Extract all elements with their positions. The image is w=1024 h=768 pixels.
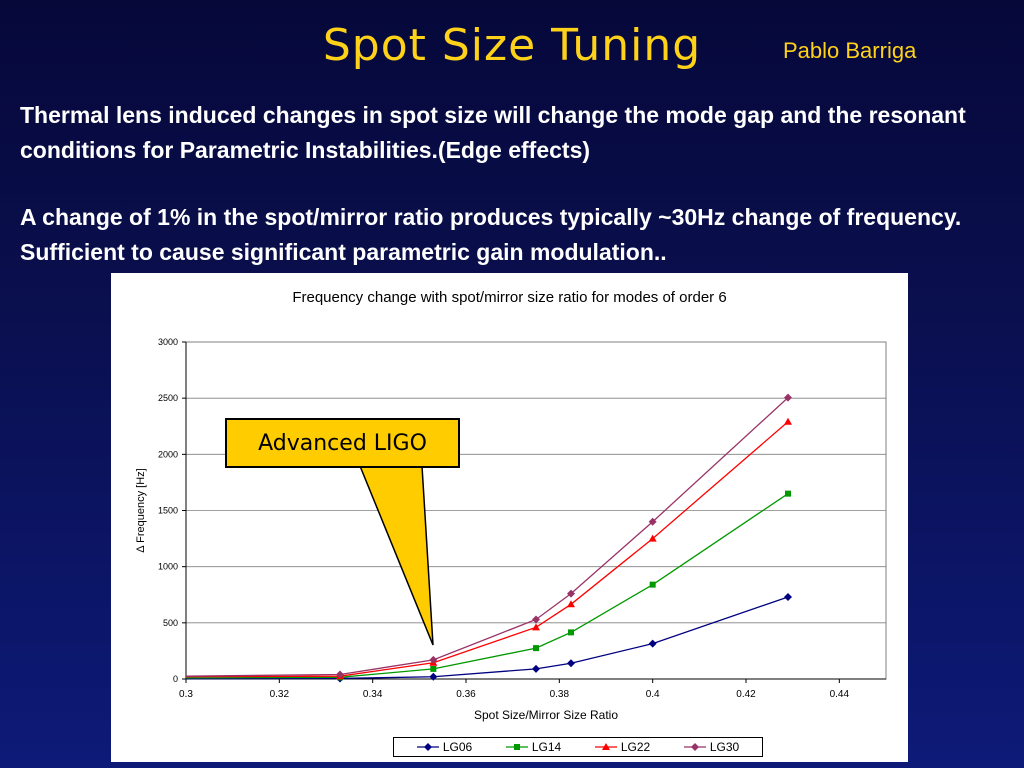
data-point bbox=[648, 534, 657, 542]
legend-swatch bbox=[594, 743, 617, 750]
chart-title: Frequency change with spot/mirror size r… bbox=[292, 289, 727, 306]
y-tick-label: 500 bbox=[163, 618, 178, 628]
legend-label: LG30 bbox=[709, 740, 740, 754]
chart-panel: Frequency change with spot/mirror size r… bbox=[111, 273, 908, 762]
y-tick-label: 0 bbox=[173, 674, 178, 684]
y-tick-label: 1500 bbox=[158, 506, 178, 516]
data-point bbox=[567, 589, 575, 598]
x-tick-label: 0.32 bbox=[270, 689, 290, 700]
x-tick-label: 0.3 bbox=[179, 689, 193, 700]
data-point bbox=[336, 670, 344, 679]
legend-item-lg06: LG06 bbox=[416, 740, 473, 754]
slide-title: Spot Size Tuning bbox=[322, 20, 702, 71]
x-tick-label: 0.38 bbox=[550, 689, 570, 700]
y-tick-label: 3000 bbox=[158, 337, 178, 347]
paragraph-spot-ratio: A change of 1% in the spot/mirror ratio … bbox=[20, 204, 962, 265]
data-point bbox=[429, 655, 438, 664]
legend-label: LG06 bbox=[442, 740, 473, 754]
data-point bbox=[430, 665, 437, 672]
y-tick-label: 1000 bbox=[158, 562, 178, 572]
data-point bbox=[784, 393, 792, 402]
data-point bbox=[532, 615, 540, 624]
x-tick-label: 0.44 bbox=[830, 689, 850, 700]
y-tick-label: 2500 bbox=[158, 393, 178, 403]
x-tick-label: 0.42 bbox=[736, 689, 756, 700]
paragraph-thermal-lens: Thermal lens induced changes in spot siz… bbox=[20, 102, 966, 163]
legend-swatch bbox=[505, 744, 528, 750]
x-tick-label: 0.34 bbox=[363, 689, 383, 700]
data-point bbox=[649, 581, 656, 588]
data-point bbox=[567, 600, 575, 608]
line-chart: 0 500 1000 1500 2000 2500 3000 0.3 0.32 0.34 0.36 0… bbox=[135, 337, 887, 722]
data-point bbox=[567, 659, 575, 668]
data-point bbox=[568, 629, 574, 636]
x-tick-label: 0.4 bbox=[646, 689, 660, 700]
data-point bbox=[532, 664, 540, 673]
data-point bbox=[785, 490, 791, 497]
legend-swatch bbox=[416, 743, 439, 751]
x-tick-label: 0.36 bbox=[456, 689, 476, 700]
chart-legend: LG06 LG14 LG22 LG30 bbox=[393, 737, 763, 757]
legend-item-lg30: LG30 bbox=[683, 740, 740, 754]
y-axis-label: Δ Frequency [Hz] bbox=[135, 468, 147, 552]
y-tick-label: 2000 bbox=[158, 449, 178, 459]
data-point bbox=[532, 623, 540, 631]
legend-label: LG14 bbox=[531, 740, 562, 754]
data-point bbox=[648, 517, 657, 526]
x-axis-label: Spot Size/Mirror Size Ratio bbox=[474, 708, 618, 722]
data-point bbox=[429, 672, 438, 681]
author-name: Pablo Barriga bbox=[783, 38, 917, 63]
data-point bbox=[648, 639, 657, 648]
data-point bbox=[533, 645, 539, 652]
advanced-ligo-callout: Advanced LIGO bbox=[225, 418, 460, 468]
legend-item-lg14: LG14 bbox=[505, 740, 562, 754]
legend-label: LG22 bbox=[620, 740, 651, 754]
legend-swatch bbox=[683, 743, 706, 751]
data-point bbox=[784, 417, 792, 425]
legend-item-lg22: LG22 bbox=[594, 740, 651, 754]
data-point bbox=[784, 592, 792, 601]
